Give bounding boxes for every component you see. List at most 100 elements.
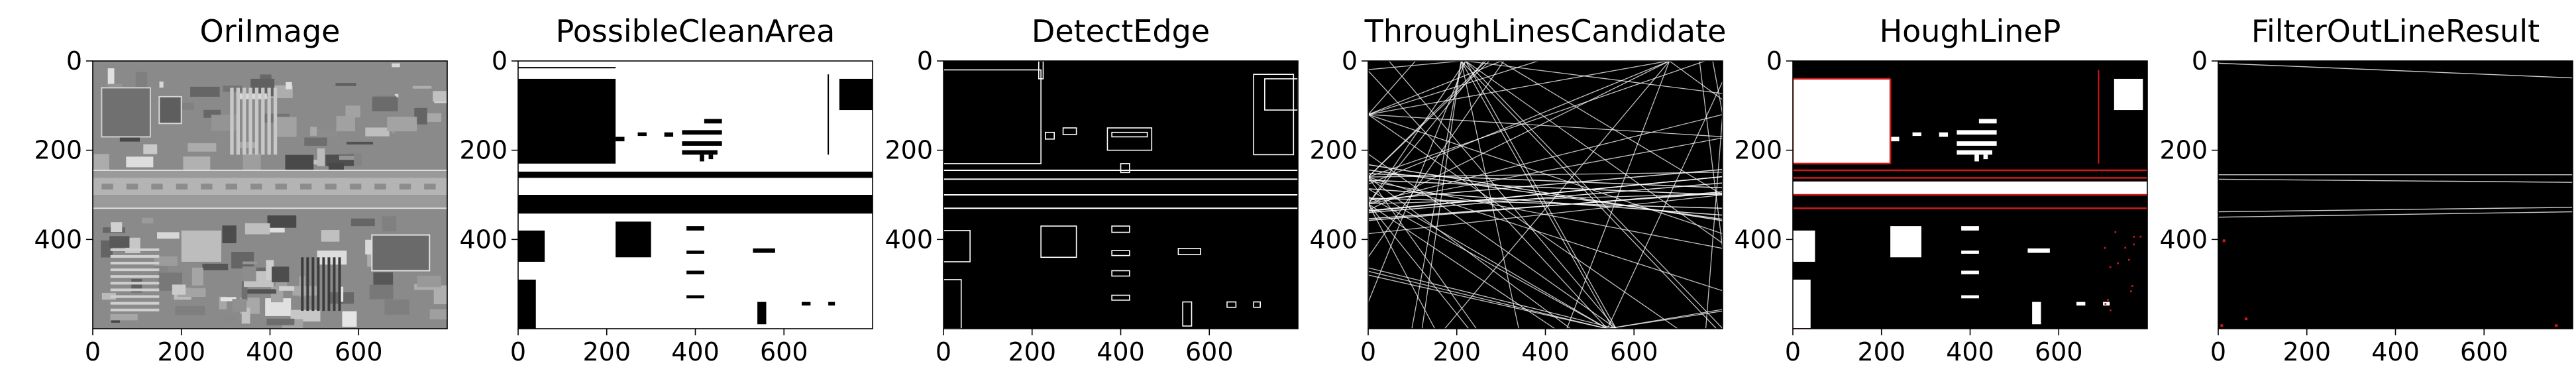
hough-noise-dot	[2104, 303, 2107, 305]
micrograph-feature	[336, 115, 355, 132]
hough-white-block	[1957, 141, 1997, 146]
panel-image-3	[943, 61, 1298, 329]
y-tick-label: 200	[885, 136, 933, 165]
candidate-line	[1607, 81, 1723, 329]
candidate-line	[1368, 61, 1538, 115]
hough-white-block	[1974, 154, 1979, 162]
candidate-line	[1669, 61, 1723, 101]
hough-noise-dot	[2114, 231, 2117, 233]
candidate-line	[1368, 61, 1505, 258]
micrograph-feature	[310, 127, 317, 136]
candidate-line	[1712, 61, 1723, 115]
micrograph-feature	[219, 296, 227, 309]
micrograph-feature	[335, 83, 356, 86]
x-tick-label: 400	[2371, 337, 2420, 366]
micrograph-feature	[191, 267, 203, 286]
filter-line	[2218, 211, 2573, 218]
edge-outline	[1177, 247, 1201, 256]
micrograph-block	[158, 95, 182, 125]
mask-black-block	[664, 132, 674, 137]
hough-noise-dot	[2139, 235, 2142, 238]
micrograph-feature	[267, 215, 297, 228]
mask-black-block	[700, 154, 704, 162]
y-tick-label: 200	[1309, 136, 1358, 165]
micrograph-feature	[382, 216, 397, 232]
micrograph-feature	[290, 309, 321, 322]
hough-white-block	[1983, 154, 1988, 160]
mask-black-block	[757, 302, 767, 325]
x-tick-label: 0	[85, 337, 101, 366]
y-tick-label: 200	[34, 136, 82, 165]
x-tick-label: 200	[1008, 337, 1056, 366]
candidate-line	[1368, 61, 1670, 185]
filter-line	[2218, 207, 2573, 213]
micrograph-stripe	[333, 257, 336, 311]
candidate-line	[1368, 197, 1723, 209]
micrograph-feature	[317, 148, 325, 166]
panel-image-1	[93, 61, 447, 329]
hough-white-block	[2032, 302, 2041, 325]
hough-white-region	[1890, 226, 1921, 258]
micrograph-stripe	[311, 257, 315, 311]
micrograph-stripe	[248, 87, 252, 155]
candidate-line	[1368, 203, 1436, 329]
mask-black-block	[686, 270, 704, 274]
mask-black-region	[518, 230, 545, 262]
hough-noise-dot	[2133, 243, 2135, 246]
x-tick-label: 600	[1185, 337, 1234, 366]
hough-noise-dot	[2107, 299, 2109, 301]
micrograph-feature	[119, 135, 140, 142]
edge-outline	[1111, 225, 1130, 233]
hough-white-block	[1957, 150, 1992, 155]
edge-outline	[1182, 301, 1193, 327]
micrograph-feature	[433, 285, 447, 305]
x-tick-label: 400	[1946, 337, 1994, 366]
micrograph-feature	[188, 143, 217, 152]
mask-black-block	[828, 302, 835, 306]
panel-6: FilterOutLineResult 0 200 400 600 0 200 400	[2159, 13, 2573, 366]
candidate-line	[1368, 61, 1670, 211]
candidate-line	[1368, 193, 1723, 205]
mask-black-block	[686, 226, 704, 231]
micrograph-stripe	[306, 257, 309, 311]
micrograph-feature	[101, 292, 117, 300]
panel-image-6	[2218, 61, 2573, 329]
micrograph-feature	[345, 105, 360, 118]
hough-white-block	[1961, 270, 1979, 274]
edge-outline	[1062, 127, 1077, 135]
panel-title: OriImage	[200, 13, 341, 49]
micrograph-feature	[342, 311, 357, 327]
micrograph-feature	[172, 284, 186, 295]
candidate-line	[1705, 114, 1723, 329]
filter-noise-dot	[2222, 239, 2226, 243]
micrograph-feature	[304, 137, 327, 146]
micrograph-stripe	[254, 87, 259, 155]
edge-outline	[1111, 250, 1130, 256]
filter-noise-dot	[2220, 324, 2224, 327]
candidate-line	[1368, 203, 1470, 329]
micrograph-feature	[433, 91, 447, 102]
hough-white-region	[1793, 230, 1815, 262]
micrograph-feature	[244, 223, 270, 235]
micrograph-feature	[231, 252, 254, 269]
hough-white-region	[1793, 181, 2147, 195]
x-tick-label: 200	[1857, 337, 1905, 366]
filter-noise-dot	[2555, 324, 2558, 327]
hough-white-block	[1978, 119, 1997, 124]
candidate-line	[1368, 191, 1723, 221]
candidate-line	[1368, 61, 1485, 204]
candidate-line	[1368, 61, 1462, 70]
edge-outline	[1120, 163, 1130, 174]
edge-outline	[1045, 131, 1055, 140]
micrograph-feature	[272, 266, 290, 282]
micrograph-feature	[225, 315, 236, 321]
candidate-line	[1388, 61, 1617, 329]
micrograph-feature	[266, 260, 274, 280]
candidate-line	[1368, 61, 1487, 178]
micrograph-stripe	[242, 87, 246, 155]
micrograph-feature	[429, 309, 447, 319]
micrograph-stripe	[110, 248, 160, 251]
y-tick-label: 200	[2159, 136, 2208, 165]
micrograph-stripe	[301, 257, 304, 311]
micrograph-feature	[372, 97, 398, 111]
